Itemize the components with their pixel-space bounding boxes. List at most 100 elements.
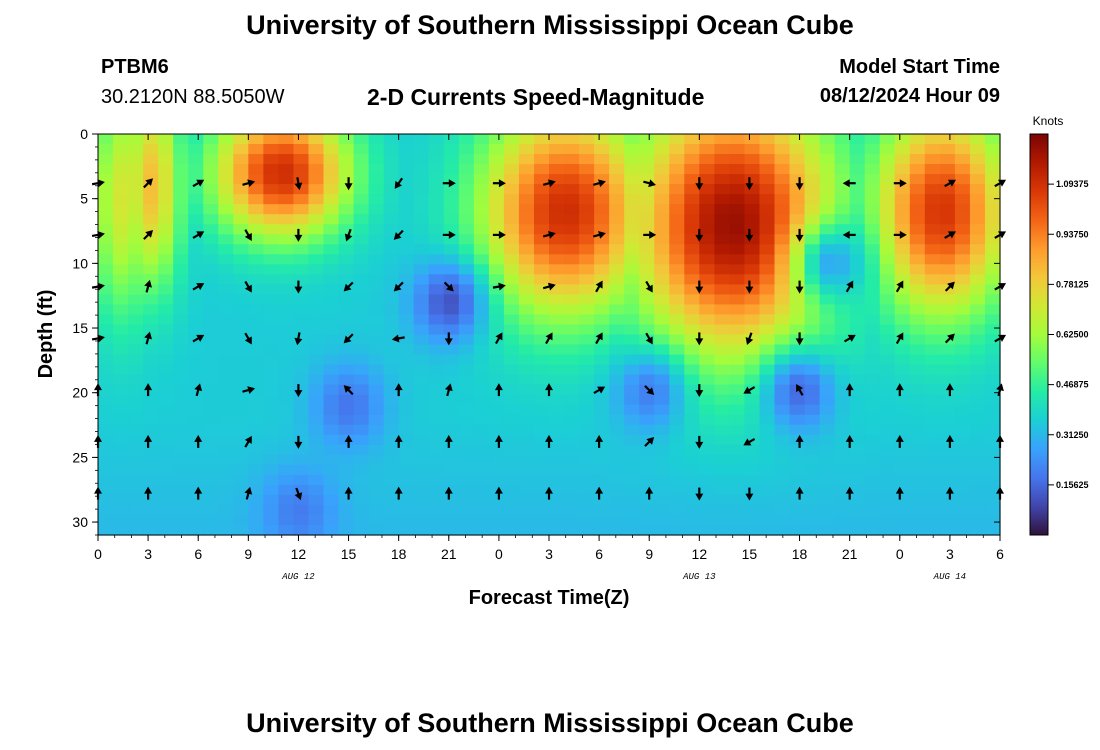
arrow-head — [244, 284, 252, 293]
x-tick-label: 6 — [996, 546, 1004, 562]
heat-cell — [984, 214, 1001, 225]
heat-cell — [684, 274, 700, 285]
heat-cell — [684, 224, 700, 235]
heat-cell — [774, 494, 791, 506]
heat-cell — [338, 274, 355, 285]
current-arrow — [391, 334, 405, 343]
arrow-head — [547, 179, 556, 188]
heat-cell — [413, 464, 430, 476]
heat-cell — [774, 384, 791, 396]
heat-cell — [609, 524, 625, 536]
heat-cell — [909, 434, 926, 446]
heat-cell — [338, 264, 355, 275]
arrow-head — [494, 383, 503, 391]
heat-cell — [849, 264, 866, 275]
heat-cell — [669, 384, 685, 396]
heat-cell — [533, 434, 550, 446]
heat-cell — [969, 354, 986, 366]
arrow-head — [795, 486, 804, 494]
heat-cell — [428, 154, 445, 165]
heat-cell — [293, 524, 310, 536]
heat-cell — [413, 394, 430, 406]
heat-cell — [368, 444, 385, 456]
heat-cell — [158, 374, 174, 386]
heat-cell — [609, 444, 625, 456]
heat-cell — [834, 454, 851, 466]
heat-cell — [293, 294, 310, 306]
heat-cell — [969, 444, 986, 456]
heat-cell — [248, 314, 264, 326]
heat-cell — [894, 264, 911, 275]
heat-cell — [353, 194, 370, 205]
heat-cell — [714, 164, 730, 175]
heat-cell — [954, 344, 971, 356]
heat-cell — [368, 324, 385, 336]
heat-cell — [323, 234, 340, 245]
current-arrow — [545, 383, 553, 397]
heat-cell — [654, 404, 670, 416]
heat-cell — [789, 164, 806, 175]
heat-cell — [924, 214, 941, 225]
heat-cell — [564, 264, 580, 275]
heat-cell — [654, 384, 670, 396]
x-tick-label: 18 — [391, 546, 407, 562]
heat-cell — [278, 514, 295, 526]
heat-cell — [819, 424, 836, 436]
heat-cell — [503, 384, 520, 396]
heat-cell — [789, 134, 806, 145]
heat-cell — [473, 234, 490, 245]
heat-cell — [398, 174, 415, 185]
heat-cell — [383, 244, 400, 255]
heat-cell — [849, 454, 866, 466]
heat-cell — [218, 434, 234, 446]
heat-cell — [639, 294, 655, 306]
heat-cell — [744, 294, 761, 306]
heat-cell — [278, 224, 295, 235]
heat-cell — [308, 214, 325, 225]
heat-cell — [143, 154, 159, 165]
heat-cell — [248, 264, 264, 275]
heat-cell — [308, 524, 325, 536]
heat-cell — [248, 164, 264, 175]
heat-cell — [398, 184, 415, 195]
heat-cell — [669, 204, 685, 215]
current-arrow — [845, 280, 854, 293]
heat-cell — [533, 194, 550, 205]
heat-cell — [533, 484, 550, 496]
heat-cell — [173, 394, 189, 406]
heat-cell — [849, 304, 866, 316]
heat-cell — [203, 344, 219, 356]
current-arrow — [91, 230, 105, 239]
heat-cell — [954, 404, 971, 416]
heat-cell — [684, 454, 700, 466]
heat-cell — [368, 204, 385, 215]
heat-cell — [744, 374, 761, 386]
heat-cell — [969, 144, 986, 155]
heat-cell — [128, 384, 144, 396]
heat-cell — [669, 454, 685, 466]
heat-cell — [864, 434, 881, 446]
heat-cell — [654, 164, 670, 175]
heat-cell — [368, 224, 385, 235]
heat-cell — [173, 214, 189, 225]
heat-cell — [473, 394, 490, 406]
heat-cell — [248, 144, 264, 155]
heat-cell — [353, 514, 370, 526]
heat-cell — [759, 354, 776, 366]
heat-cell — [744, 304, 761, 316]
heat-cell — [639, 514, 655, 526]
heat-cell — [338, 254, 355, 265]
heat-cell — [699, 144, 715, 155]
heat-cell — [473, 184, 490, 195]
heat-cell — [864, 494, 881, 506]
heat-cell — [699, 264, 715, 275]
heat-cell — [729, 434, 746, 446]
heat-cell — [804, 324, 821, 336]
heat-cell — [458, 484, 475, 496]
heat-cell — [308, 154, 325, 165]
heat-cell — [368, 434, 385, 446]
heat-cell — [804, 304, 821, 316]
heat-cell — [804, 294, 821, 306]
heat-cell — [458, 164, 475, 175]
arrow-head — [391, 334, 400, 343]
